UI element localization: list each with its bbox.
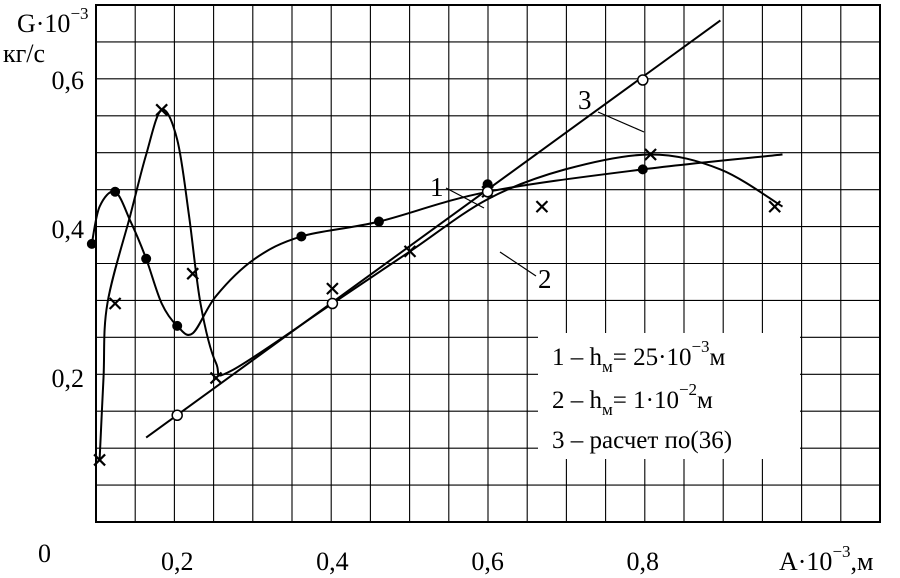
x-tick-label: 0,6 [471, 547, 504, 576]
series-2-point [186, 267, 199, 280]
series-3-line [145, 19, 721, 439]
tick-labels: 0,2 0,4 0,6 0,8 0,2 0,4 0,6 [52, 66, 660, 576]
legend-item-1: 1 – hм= 25·10−3м [552, 337, 726, 376]
series-2-point [108, 297, 122, 310]
legend-item-2: 2 – hм= 1·10−2м [552, 380, 713, 419]
series-3 [145, 19, 721, 439]
plot-frame [95, 4, 881, 523]
curve-label-2: 2 [538, 264, 552, 294]
series-1-point [637, 164, 648, 175]
series-3-point [171, 409, 183, 421]
series-1-point [373, 216, 384, 227]
series-3-point [637, 74, 649, 86]
y-axis-unit: кг/с [3, 39, 45, 68]
series-2-point [93, 453, 106, 467]
series-2-point [768, 200, 781, 213]
series-1-point [172, 320, 183, 331]
origin-label: 0 [38, 539, 51, 568]
series-2-point [209, 371, 223, 385]
x-axis-title: A·10−3,м [779, 542, 873, 576]
curve-label-3: 3 [578, 85, 592, 115]
y-axis-title: G·10−3 [17, 4, 89, 38]
y-tick-label: 0,6 [52, 66, 85, 95]
series-2-point [326, 282, 339, 295]
curve-label-1: 1 [430, 172, 444, 202]
series-3-point [481, 186, 494, 198]
series-2-point [155, 103, 168, 117]
x-tick-label: 0,2 [161, 547, 194, 576]
marks [86, 19, 784, 467]
leader-line-2 [499, 251, 537, 277]
series-2-curve [98, 108, 784, 460]
legend-item-3: 3 – расчет по(36) [552, 427, 732, 454]
series-3-point [326, 297, 339, 310]
series-2-point [535, 200, 549, 213]
x-tick-label: 0,4 [316, 547, 349, 576]
series-1-point [296, 231, 307, 242]
series-2-point [644, 148, 657, 161]
series-1-point [110, 186, 121, 197]
y-tick-label: 0,2 [52, 364, 85, 393]
leader-line-1 [445, 187, 485, 209]
y-tick-label: 0,4 [52, 215, 85, 244]
series-1-point [86, 238, 97, 249]
legend-box [538, 333, 800, 459]
x-tick-label: 0,8 [627, 547, 660, 576]
series-1-point [141, 253, 152, 264]
series-2 [93, 103, 784, 467]
leader-line-3 [597, 111, 645, 133]
